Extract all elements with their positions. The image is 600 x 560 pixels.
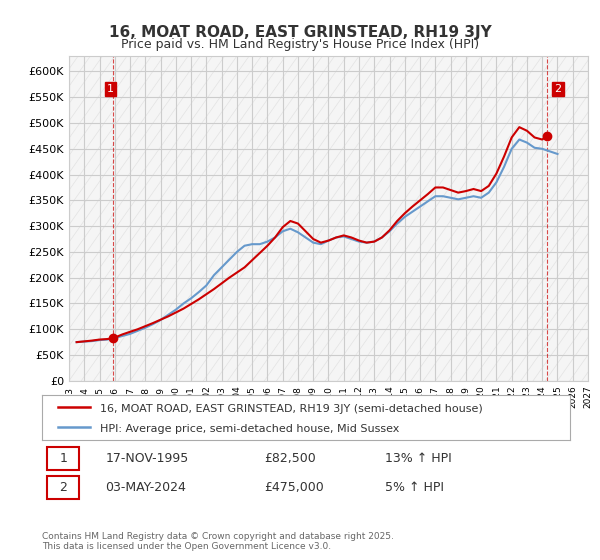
- Text: 2: 2: [59, 481, 67, 494]
- Text: 2: 2: [554, 84, 562, 94]
- Text: 16, MOAT ROAD, EAST GRINSTEAD, RH19 3JY (semi-detached house): 16, MOAT ROAD, EAST GRINSTEAD, RH19 3JY …: [100, 404, 483, 414]
- Text: HPI: Average price, semi-detached house, Mid Sussex: HPI: Average price, semi-detached house,…: [100, 424, 400, 434]
- Text: 17-NOV-1995: 17-NOV-1995: [106, 452, 188, 465]
- Text: 1: 1: [107, 84, 114, 94]
- Text: £475,000: £475,000: [264, 481, 323, 494]
- Text: 16, MOAT ROAD, EAST GRINSTEAD, RH19 3JY: 16, MOAT ROAD, EAST GRINSTEAD, RH19 3JY: [109, 25, 491, 40]
- Text: 03-MAY-2024: 03-MAY-2024: [106, 481, 186, 494]
- Text: 5% ↑ HPI: 5% ↑ HPI: [385, 481, 444, 494]
- Text: Price paid vs. HM Land Registry's House Price Index (HPI): Price paid vs. HM Land Registry's House …: [121, 38, 479, 50]
- FancyBboxPatch shape: [47, 447, 79, 470]
- Text: £82,500: £82,500: [264, 452, 316, 465]
- Text: 1: 1: [59, 452, 67, 465]
- FancyBboxPatch shape: [47, 475, 79, 499]
- Text: 13% ↑ HPI: 13% ↑ HPI: [385, 452, 452, 465]
- Text: Contains HM Land Registry data © Crown copyright and database right 2025.
This d: Contains HM Land Registry data © Crown c…: [42, 532, 394, 552]
